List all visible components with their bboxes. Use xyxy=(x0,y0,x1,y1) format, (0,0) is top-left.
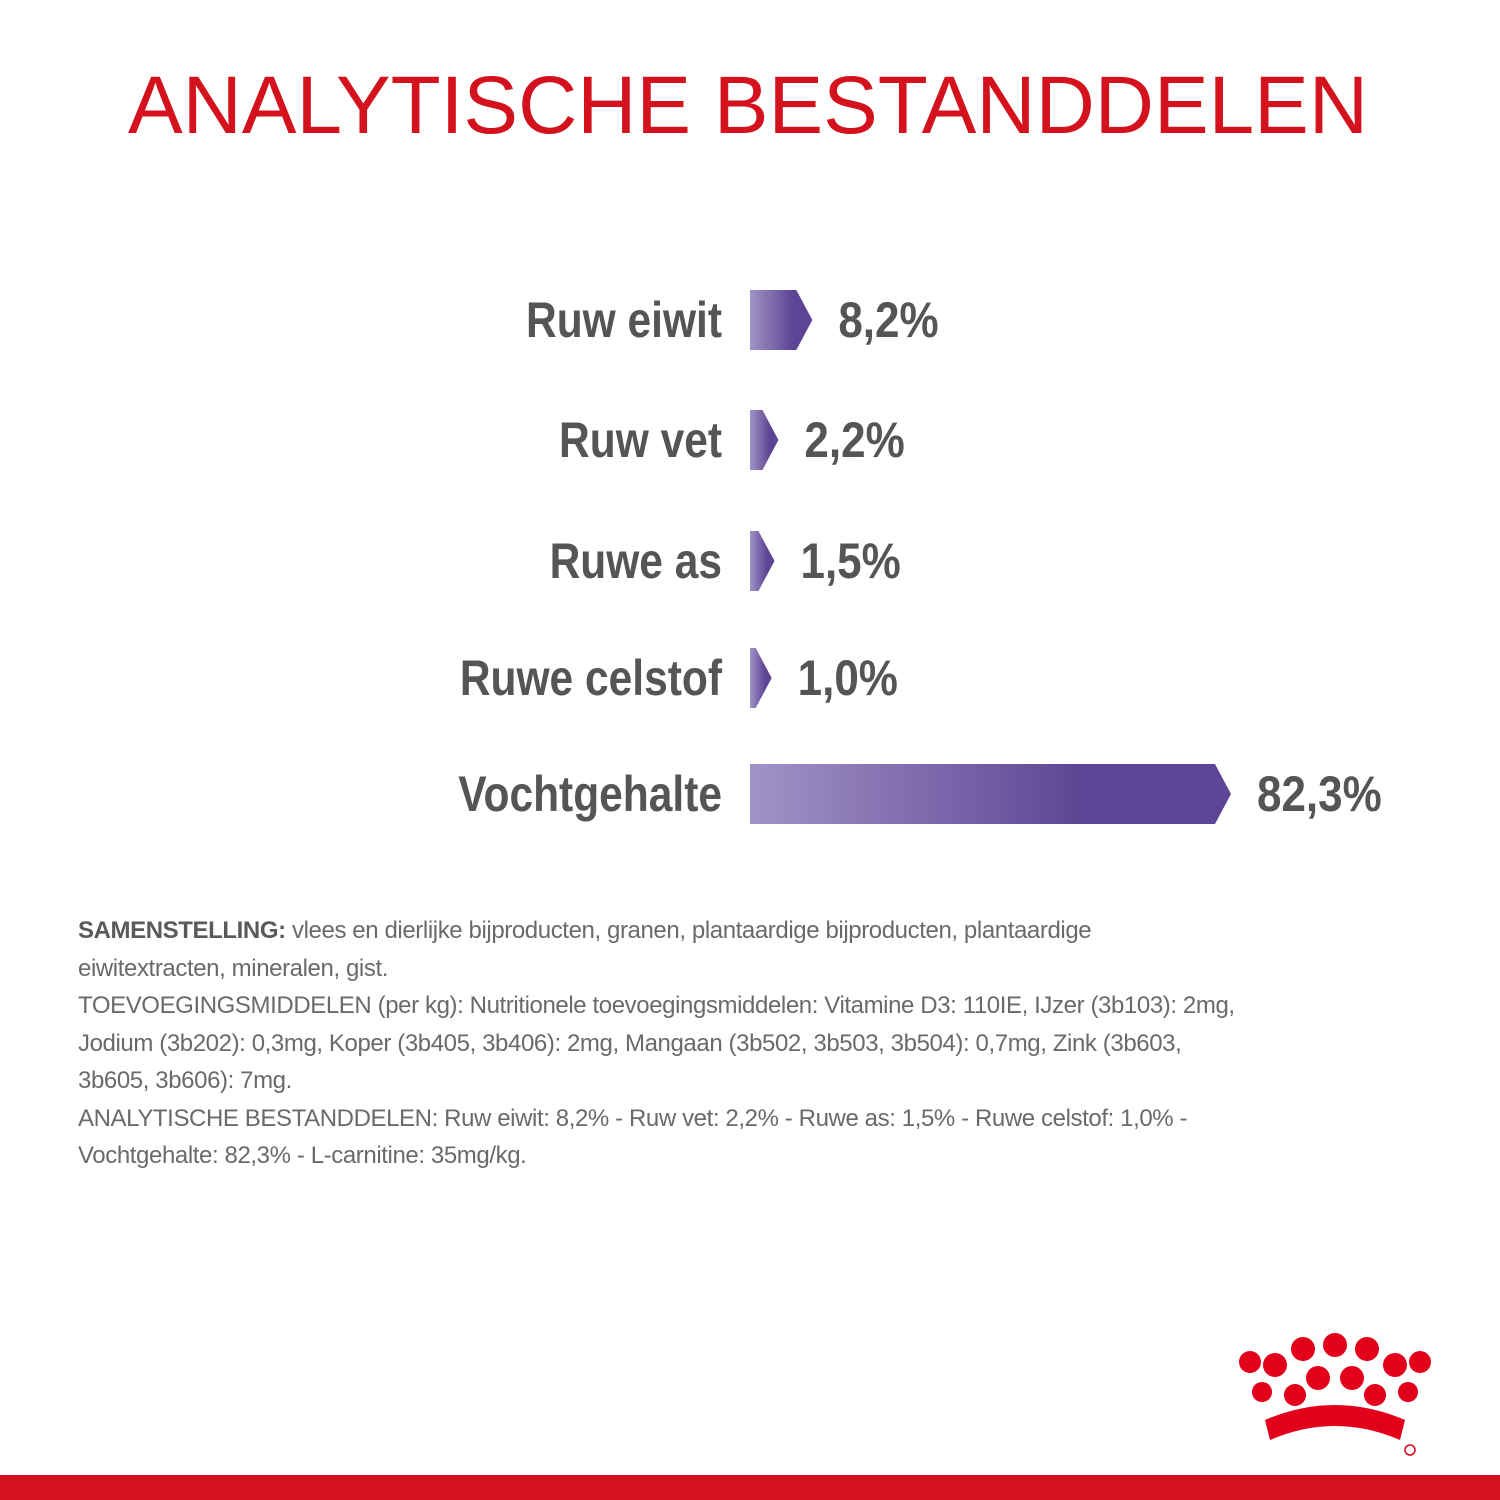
bar xyxy=(750,531,775,591)
composition-line: Jodium (3b202): 0,3mg, Koper (3b405, 3b4… xyxy=(78,1025,1478,1063)
composition-line: Vochtgehalte: 82,3% - L-carnitine: 35mg/… xyxy=(78,1137,1478,1175)
composition-label: SAMENSTELLING: xyxy=(78,917,286,944)
footer-bar xyxy=(0,1475,1500,1500)
composition-text: ANALYTISCHE BESTANDDELEN: Ruw eiwit: 8,2… xyxy=(78,1104,1188,1132)
chart-title: ANALYTISCHE BESTANDDELEN xyxy=(128,60,1368,151)
composition-text: 3b605, 3b606): 7mg. xyxy=(78,1067,292,1094)
bar xyxy=(750,290,813,350)
bar xyxy=(750,764,1231,824)
value-label: 1,0% xyxy=(798,650,898,706)
composition-line: ANALYTISCHE BESTANDDELEN: Ruw eiwit: 8,2… xyxy=(78,1100,1478,1138)
composition-text: Vochtgehalte: 82,3% - L-carnitine: 35mg/… xyxy=(78,1142,527,1169)
bar xyxy=(750,648,772,708)
value-label: 8,2% xyxy=(838,292,938,348)
value-label: 2,2% xyxy=(804,412,904,468)
bar xyxy=(750,410,779,470)
composition-text: Jodium (3b202): 0,3mg, Koper (3b405, 3b4… xyxy=(78,1029,1182,1057)
composition-line: eiwitextracten, mineralen, gist. xyxy=(78,950,1478,988)
composition-text: TOEVOEGINGSMIDDELEN (per kg): Nutritione… xyxy=(78,992,1235,1019)
category-label: Ruwe as xyxy=(550,533,722,589)
category-label: Vochtgehalte xyxy=(458,766,722,822)
composition-line: SAMENSTELLING: vlees en dierlijke bijpro… xyxy=(78,912,1478,950)
value-label: 82,3% xyxy=(1257,766,1382,822)
composition-line: 3b605, 3b606): 7mg. xyxy=(78,1062,1478,1100)
category-label: Ruwe celstof xyxy=(460,650,722,706)
composition-text: eiwitextracten, mineralen, gist. xyxy=(78,954,389,982)
composition-text: vlees en dierlijke bijproducten, granen,… xyxy=(292,917,1092,944)
value-label: 1,5% xyxy=(800,533,900,589)
category-label: Ruw vet xyxy=(559,412,722,468)
category-label: Ruw eiwit xyxy=(526,292,722,348)
composition-line: TOEVOEGINGSMIDDELEN (per kg): Nutritione… xyxy=(78,987,1478,1025)
logo xyxy=(1239,1333,1431,1456)
composition: SAMENSTELLING: vlees en dierlijke bijpro… xyxy=(78,912,1478,1175)
